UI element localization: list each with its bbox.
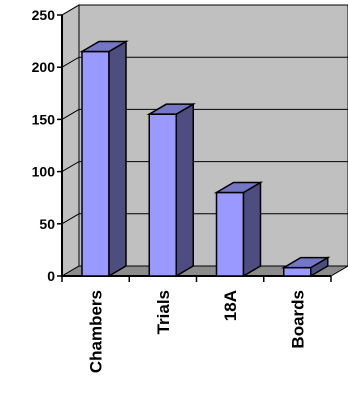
gridline bbox=[61, 161, 348, 173]
bar-trials-side bbox=[175, 102, 194, 278]
bar-chambers-side bbox=[108, 40, 127, 278]
y-tick-label: 250 bbox=[32, 7, 56, 23]
y-tick-label: 100 bbox=[32, 164, 56, 180]
gridline bbox=[61, 56, 348, 68]
bar-trials-top bbox=[146, 103, 197, 115]
y-tick-label: 0 bbox=[47, 268, 55, 284]
category-label-boards: Boards bbox=[288, 290, 307, 349]
y-tick-label: 200 bbox=[32, 59, 56, 75]
gridline bbox=[61, 4, 348, 16]
bar-chambers-top bbox=[79, 40, 129, 53]
bar-18a-side bbox=[242, 181, 262, 278]
category-label-18a: 18A bbox=[221, 290, 240, 321]
y-tick-label: 50 bbox=[39, 216, 55, 232]
bar-boards-top bbox=[280, 256, 331, 269]
side-wall bbox=[61, 4, 80, 277]
gridline bbox=[61, 108, 348, 120]
category-label-chambers: Chambers bbox=[87, 290, 106, 373]
bars bbox=[79, 40, 331, 278]
category-labels: Chambers Trials 18A Boards bbox=[87, 290, 308, 373]
bar-chambers-front bbox=[81, 50, 110, 277]
bar-18a-top bbox=[213, 181, 264, 194]
y-tick-labels: 0 50 100 150 200 250 bbox=[32, 7, 56, 284]
y-tick-label: 150 bbox=[32, 111, 56, 127]
bar-18a-front bbox=[215, 191, 245, 277]
category-label-trials: Trials bbox=[154, 290, 173, 334]
bar-trials-front bbox=[148, 113, 177, 277]
bar-boards-front bbox=[283, 266, 312, 277]
